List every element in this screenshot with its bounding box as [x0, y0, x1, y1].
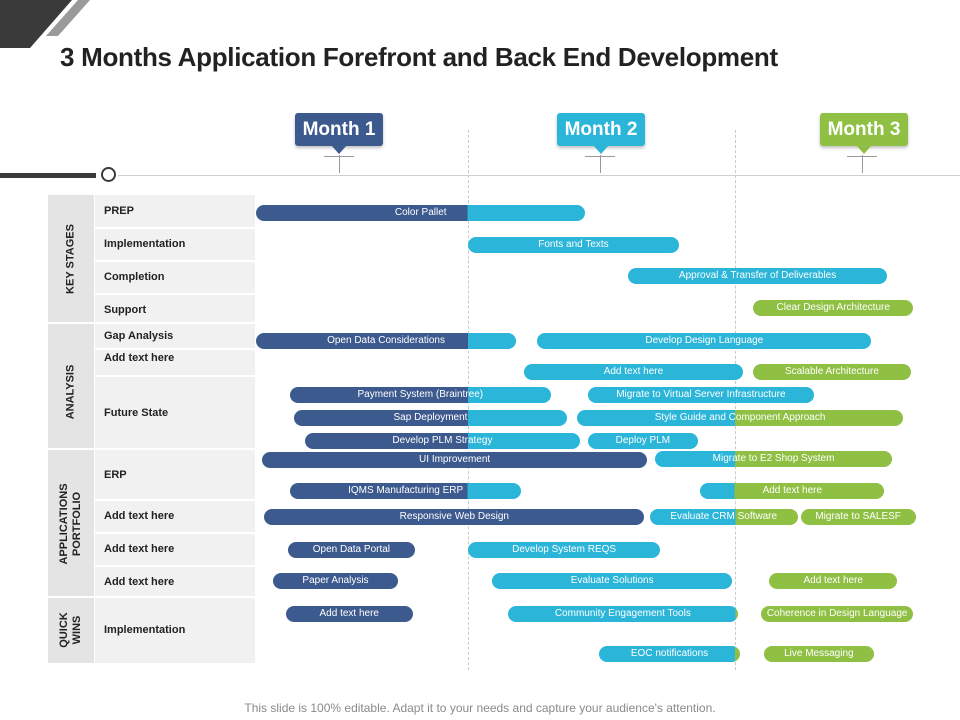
- month-3-marker: Month 3: [820, 113, 908, 154]
- timeline-line-dark: [0, 173, 96, 178]
- row-separator: [95, 375, 255, 377]
- row-label: Add text here: [104, 510, 175, 522]
- row-label: Future State: [104, 407, 169, 419]
- row-label: Completion: [104, 271, 165, 283]
- category-analysis: [48, 324, 94, 449]
- month-1-tick: [339, 155, 340, 173]
- month-3-tick-bar: [847, 156, 877, 157]
- row-label: PREP: [104, 205, 134, 217]
- row-label: ERP: [104, 469, 127, 481]
- gantt-bar: Develop System REQS: [468, 542, 661, 558]
- gantt-bar: Coherence in Design Language: [761, 606, 914, 622]
- row-separator: [48, 448, 255, 450]
- month-1-marker: Month 1: [295, 113, 383, 154]
- gantt-bar: Migrate to SALESF: [800, 509, 916, 525]
- gantt-bar: Add text here: [700, 483, 885, 499]
- gantt-bar: Develop PLM Strategy: [304, 433, 581, 449]
- row-separator: [95, 227, 255, 229]
- row-separator: [95, 260, 255, 262]
- row-separator: [95, 348, 255, 350]
- category-label-line: WINS: [71, 615, 83, 645]
- gantt-bar: Approval & Transfer of Deliverables: [628, 268, 887, 284]
- gantt-bar: Migrate to Virtual Server Infrastructure: [588, 387, 814, 403]
- month-1-tick-bar: [324, 156, 354, 157]
- gantt-bar: Deploy PLM: [588, 433, 698, 449]
- gantt-bar: UI Improvement: [262, 452, 647, 468]
- page-title: 3 Months Application Forefront and Back …: [60, 42, 778, 72]
- category-applications-portfolio: [48, 450, 94, 597]
- row-separator: [95, 499, 255, 501]
- row-label: Support: [104, 304, 147, 316]
- gantt-bar: Open Data Considerations: [256, 333, 517, 349]
- gantt-bar: Payment System (Braintree): [289, 387, 551, 403]
- row-label: Gap Analysis: [104, 330, 174, 342]
- gantt-bar: Responsive Web Design: [264, 509, 645, 525]
- row-separator: [48, 322, 255, 324]
- gantt-bar: Add text here: [285, 606, 413, 622]
- gantt-bar: Sap Deployment: [294, 410, 567, 426]
- gantt-bar: Paper Analysis: [272, 573, 399, 589]
- row-label: Implementation: [104, 238, 186, 250]
- month-2-tick: [600, 155, 601, 173]
- gantt-bar: EOC notifications: [598, 646, 741, 662]
- gantt-bar: Migrate to E2 Shop System: [654, 451, 893, 467]
- row-separator: [48, 596, 255, 598]
- gantt-bar: Open Data Portal: [287, 542, 415, 558]
- category-label-line: APPLICATIONS: [58, 483, 70, 565]
- gantt-bar: Develop Design Language: [537, 333, 872, 349]
- month-2-tick-bar: [585, 156, 615, 157]
- category-label: APPLICATIONS PORTFOLIO: [58, 483, 84, 564]
- gantt-bar: Add text here: [524, 364, 743, 380]
- gantt-bar: Evaluate CRM Software: [649, 509, 798, 525]
- gantt-bar: Clear Design Architecture: [753, 300, 914, 316]
- row-label: Implementation: [104, 624, 186, 636]
- category-label-line: ANALYSIS: [64, 364, 77, 420]
- category-key-stages: [48, 195, 94, 323]
- timeline-start-marker: [101, 167, 116, 182]
- row-separator: [95, 565, 255, 567]
- category-label: QUICK WINS: [58, 612, 84, 647]
- footer-note: This slide is 100% editable. Adapt it to…: [244, 701, 716, 715]
- month-2-marker: Month 2: [557, 113, 645, 154]
- row-separator: [95, 293, 255, 295]
- gantt-bar: Add text here: [769, 573, 898, 589]
- corner-decoration: [0, 0, 90, 48]
- gantt-bar: Scalable Architecture: [753, 364, 911, 380]
- row-label: Add text here: [104, 543, 175, 555]
- row-separator: [95, 532, 255, 534]
- category-label-line: QUICK: [58, 612, 70, 648]
- category-label-line: PORTFOLIO: [71, 491, 83, 557]
- gantt-bar: Live Messaging: [763, 646, 874, 662]
- category-label: ANALYSIS: [65, 365, 78, 420]
- row-panel: [95, 195, 255, 663]
- gantt-bar: Color Pallet: [256, 205, 586, 221]
- category-label: KEY STAGES: [65, 224, 78, 294]
- gantt-bar: Community Engagement Tools: [508, 606, 738, 622]
- category-label-line: KEY STAGES: [64, 224, 77, 294]
- row-label: Add text here: [104, 576, 175, 588]
- timeline-line: [118, 175, 960, 176]
- month-3-tick: [862, 155, 863, 173]
- gantt-bar: IQMS Manufacturing ERP: [289, 483, 522, 499]
- gantt-bar: Style Guide and Component Approach: [577, 410, 903, 426]
- gantt-bar: Evaluate Solutions: [492, 573, 733, 589]
- row-label: Add text here: [104, 352, 175, 364]
- category-quick-wins: [48, 598, 94, 663]
- gantt-bar: Fonts and Texts: [468, 237, 679, 253]
